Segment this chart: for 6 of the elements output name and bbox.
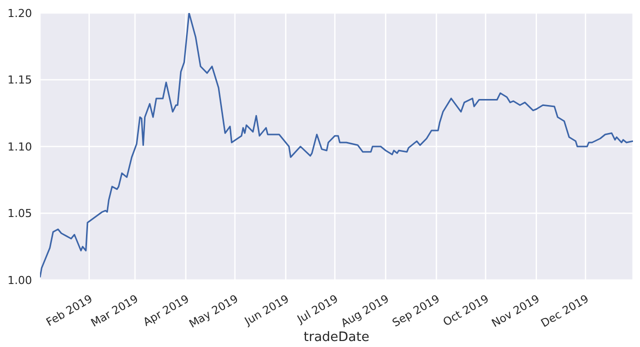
y-tick-label: 1.15 xyxy=(8,74,32,87)
y-tick-label: 1.20 xyxy=(8,6,32,20)
y-tick-label: 1.00 xyxy=(8,274,32,287)
x-axis-title: tradeDate xyxy=(304,330,370,345)
y-tick-label: 1.05 xyxy=(8,207,32,220)
y-tick-label: 1.10 xyxy=(8,140,32,154)
